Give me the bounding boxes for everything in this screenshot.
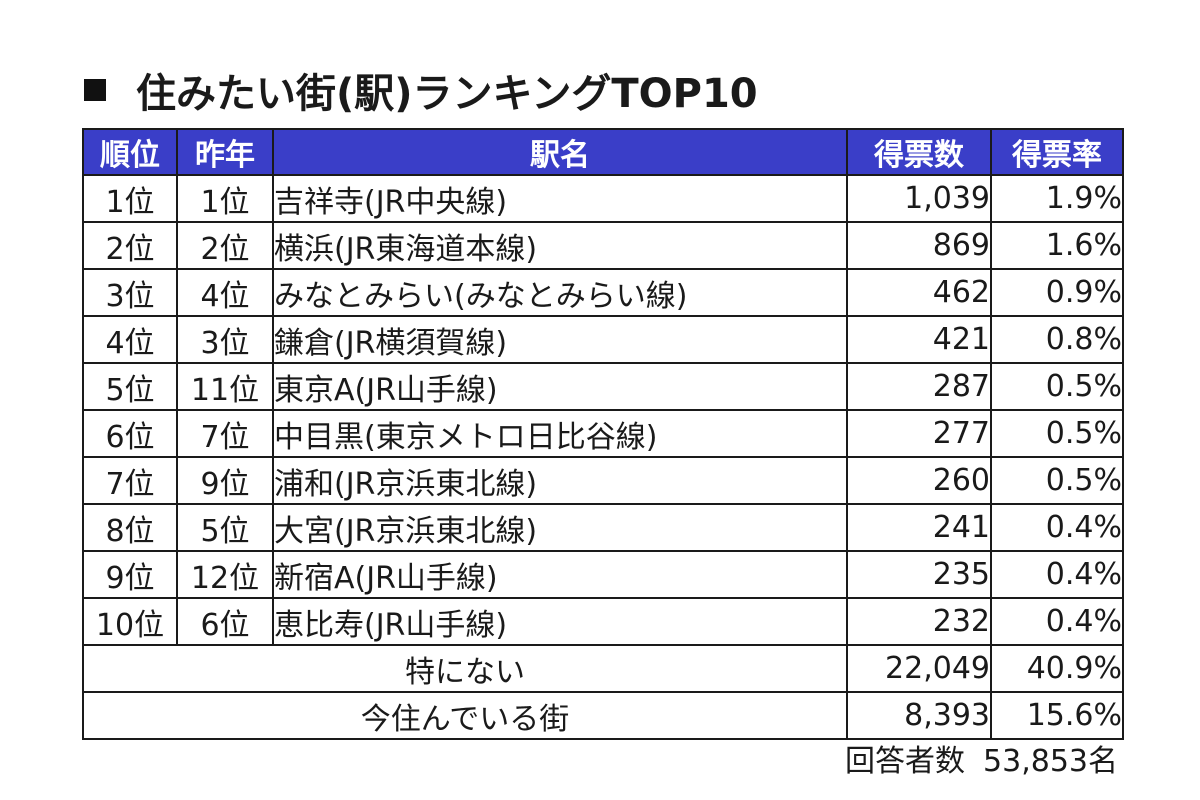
rank-cell: 3位 — [82, 268, 178, 317]
rate-cell: 0.9% — [990, 268, 1124, 317]
votes-cell: 22,049 — [846, 644, 992, 693]
rank-cell: 4位 — [82, 315, 178, 364]
station-cell: 大宮(JR京浜東北線) — [272, 503, 848, 552]
table-row: 4位 3位 鎌倉(JR横須賀線) 421 0.8% — [82, 315, 1124, 364]
header-rank: 順位 — [82, 128, 178, 176]
prev-rank-cell: 6位 — [176, 597, 274, 646]
station-cell: 新宿A(JR山手線) — [272, 550, 848, 599]
summary-label: 特にない — [82, 644, 848, 693]
prev-rank-cell: 1位 — [176, 174, 274, 223]
rate-cell: 0.5% — [990, 362, 1124, 411]
votes-cell: 462 — [846, 268, 992, 317]
page-title: 住みたい街(駅)ランキングTOP10 — [84, 62, 758, 118]
header-station: 駅名 — [272, 128, 848, 176]
rank-cell: 2位 — [82, 221, 178, 270]
prev-rank-cell: 4位 — [176, 268, 274, 317]
summary-label: 今住んでいる街 — [82, 691, 848, 740]
rate-cell: 0.5% — [990, 456, 1124, 505]
table-row: 5位 11位 東京A(JR山手線) 287 0.5% — [82, 362, 1124, 411]
station-cell: 鎌倉(JR横須賀線) — [272, 315, 848, 364]
table-row: 1位 1位 吉祥寺(JR中央線) 1,039 1.9% — [82, 174, 1124, 223]
respondent-value: 53,853名 — [983, 744, 1118, 779]
header-votes: 得票数 — [846, 128, 992, 176]
rank-cell: 1位 — [82, 174, 178, 223]
rank-cell: 5位 — [82, 362, 178, 411]
black-square-icon — [84, 79, 106, 101]
votes-cell: 277 — [846, 409, 992, 458]
station-cell: 中目黒(東京メトロ日比谷線) — [272, 409, 848, 458]
prev-rank-cell: 5位 — [176, 503, 274, 552]
header-row: 順位 昨年 駅名 得票数 得票率 — [82, 128, 1124, 176]
station-cell: 吉祥寺(JR中央線) — [272, 174, 848, 223]
table-row: 2位 2位 横浜(JR東海道本線) 869 1.6% — [82, 221, 1124, 270]
respondent-label: 回答者数 — [845, 744, 966, 779]
title-text: 住みたい街(駅)ランキングTOP10 — [136, 71, 758, 117]
header-prev: 昨年 — [176, 128, 274, 176]
rank-cell: 10位 — [82, 597, 178, 646]
votes-cell: 421 — [846, 315, 992, 364]
prev-rank-cell: 12位 — [176, 550, 274, 599]
rate-cell: 0.4% — [990, 550, 1124, 599]
votes-cell: 235 — [846, 550, 992, 599]
prev-rank-cell: 2位 — [176, 221, 274, 270]
summary-row: 特にない 22,049 40.9% — [82, 644, 1124, 693]
votes-cell: 260 — [846, 456, 992, 505]
prev-rank-cell: 9位 — [176, 456, 274, 505]
rate-cell: 0.8% — [990, 315, 1124, 364]
votes-cell: 8,393 — [846, 691, 992, 740]
rank-cell: 6位 — [82, 409, 178, 458]
rate-cell: 0.4% — [990, 503, 1124, 552]
rank-cell: 7位 — [82, 456, 178, 505]
rate-cell: 15.6% — [990, 691, 1124, 740]
table-row: 9位 12位 新宿A(JR山手線) 235 0.4% — [82, 550, 1124, 599]
station-cell: 東京A(JR山手線) — [272, 362, 848, 411]
table-row: 8位 5位 大宮(JR京浜東北線) 241 0.4% — [82, 503, 1124, 552]
table-row: 10位 6位 恵比寿(JR山手線) 232 0.4% — [82, 597, 1124, 646]
rank-cell: 9位 — [82, 550, 178, 599]
prev-rank-cell: 7位 — [176, 409, 274, 458]
table-row: 7位 9位 浦和(JR京浜東北線) 260 0.5% — [82, 456, 1124, 505]
rank-cell: 8位 — [82, 503, 178, 552]
station-cell: 横浜(JR東海道本線) — [272, 221, 848, 270]
rate-cell: 0.5% — [990, 409, 1124, 458]
header-rate: 得票率 — [990, 128, 1124, 176]
votes-cell: 869 — [846, 221, 992, 270]
summary-row: 今住んでいる街 8,393 15.6% — [82, 691, 1124, 740]
respondent-count: 回答者数 53,853名 — [845, 736, 1118, 780]
station-cell: 恵比寿(JR山手線) — [272, 597, 848, 646]
ranking-table: 順位 昨年 駅名 得票数 得票率 1位 1位 吉祥寺(JR中央線) 1,039 … — [82, 128, 1124, 740]
prev-rank-cell: 3位 — [176, 315, 274, 364]
votes-cell: 1,039 — [846, 174, 992, 223]
rate-cell: 1.6% — [990, 221, 1124, 270]
prev-rank-cell: 11位 — [176, 362, 274, 411]
votes-cell: 287 — [846, 362, 992, 411]
rate-cell: 40.9% — [990, 644, 1124, 693]
table-row: 3位 4位 みなとみらい(みなとみらい線) 462 0.9% — [82, 268, 1124, 317]
votes-cell: 232 — [846, 597, 992, 646]
table-row: 6位 7位 中目黒(東京メトロ日比谷線) 277 0.5% — [82, 409, 1124, 458]
station-cell: 浦和(JR京浜東北線) — [272, 456, 848, 505]
rate-cell: 1.9% — [990, 174, 1124, 223]
votes-cell: 241 — [846, 503, 992, 552]
rate-cell: 0.4% — [990, 597, 1124, 646]
station-cell: みなとみらい(みなとみらい線) — [272, 268, 848, 317]
